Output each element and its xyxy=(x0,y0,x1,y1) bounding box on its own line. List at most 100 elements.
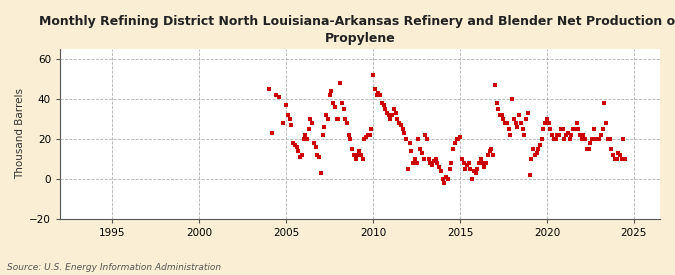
Point xyxy=(620,157,630,161)
Point xyxy=(611,157,622,161)
Point xyxy=(399,131,410,135)
Point xyxy=(528,147,539,151)
Point xyxy=(340,117,350,121)
Point xyxy=(554,133,564,137)
Point xyxy=(377,101,387,105)
Point xyxy=(413,137,424,141)
Point xyxy=(594,137,605,141)
Point xyxy=(455,135,466,139)
Point xyxy=(333,117,344,121)
Point xyxy=(529,153,540,157)
Point xyxy=(556,127,566,131)
Point xyxy=(592,137,603,141)
Point xyxy=(347,147,358,151)
Point xyxy=(519,133,530,137)
Point xyxy=(387,113,398,117)
Point xyxy=(373,91,383,95)
Point xyxy=(535,143,545,147)
Point xyxy=(453,137,464,141)
Point xyxy=(604,137,615,141)
Point xyxy=(486,147,497,151)
Point xyxy=(274,95,285,99)
Point xyxy=(599,101,610,105)
Point xyxy=(547,133,558,137)
Point xyxy=(385,117,396,121)
Point xyxy=(282,113,293,117)
Point xyxy=(526,157,537,161)
Point xyxy=(585,141,596,145)
Point xyxy=(507,97,518,101)
Point xyxy=(595,133,606,137)
Point xyxy=(435,169,446,173)
Point xyxy=(345,137,356,141)
Point xyxy=(561,133,572,137)
Point xyxy=(498,117,509,121)
Point xyxy=(401,137,412,141)
Point xyxy=(263,87,274,91)
Point xyxy=(326,89,337,93)
Point xyxy=(394,121,404,125)
Point xyxy=(336,101,347,105)
Point xyxy=(564,137,575,141)
Point xyxy=(406,149,416,153)
Point xyxy=(383,113,394,117)
Point xyxy=(327,101,338,105)
Point xyxy=(465,167,476,171)
Point xyxy=(402,167,413,171)
Point xyxy=(423,157,434,161)
Point xyxy=(375,93,385,97)
Point xyxy=(312,153,323,157)
Point xyxy=(270,93,281,97)
Title: Monthly Refining District North Louisiana-Arkansas Refinery and Blender Net Prod: Monthly Refining District North Louisian… xyxy=(39,15,675,45)
Point xyxy=(348,153,359,157)
Point xyxy=(356,153,367,157)
Point xyxy=(368,73,379,77)
Point xyxy=(357,157,368,161)
Text: Source: U.S. Energy Information Administration: Source: U.S. Energy Information Administ… xyxy=(7,263,221,272)
Point xyxy=(510,121,521,125)
Point xyxy=(484,149,495,153)
Point xyxy=(550,137,561,141)
Point xyxy=(571,121,582,125)
Point xyxy=(450,141,460,145)
Point xyxy=(408,161,418,165)
Point xyxy=(531,151,542,155)
Point xyxy=(502,121,512,125)
Point xyxy=(390,111,401,115)
Point xyxy=(448,147,458,151)
Point xyxy=(296,153,307,157)
Point xyxy=(583,147,594,151)
Point xyxy=(410,157,421,161)
Point xyxy=(541,117,552,121)
Point xyxy=(293,149,304,153)
Point xyxy=(307,121,318,125)
Point xyxy=(362,133,373,137)
Point xyxy=(517,127,528,131)
Point xyxy=(319,125,330,129)
Point xyxy=(474,161,485,165)
Point xyxy=(491,101,502,105)
Point xyxy=(441,175,452,179)
Point xyxy=(446,161,457,165)
Point xyxy=(468,169,479,173)
Point xyxy=(615,153,626,157)
Point xyxy=(392,117,403,121)
Point xyxy=(444,167,455,171)
Point xyxy=(416,151,427,155)
Point xyxy=(321,113,331,117)
Point xyxy=(590,137,601,141)
Point xyxy=(573,127,584,131)
Point xyxy=(549,137,560,141)
Point xyxy=(606,147,617,151)
Point xyxy=(290,143,300,147)
Point xyxy=(566,133,576,137)
Point xyxy=(371,93,382,97)
Point xyxy=(380,107,391,111)
Point xyxy=(543,121,554,125)
Point xyxy=(317,133,328,137)
Point xyxy=(533,147,543,151)
Point xyxy=(487,153,498,157)
Point xyxy=(335,81,346,85)
Point xyxy=(411,161,422,165)
Point xyxy=(475,157,486,161)
